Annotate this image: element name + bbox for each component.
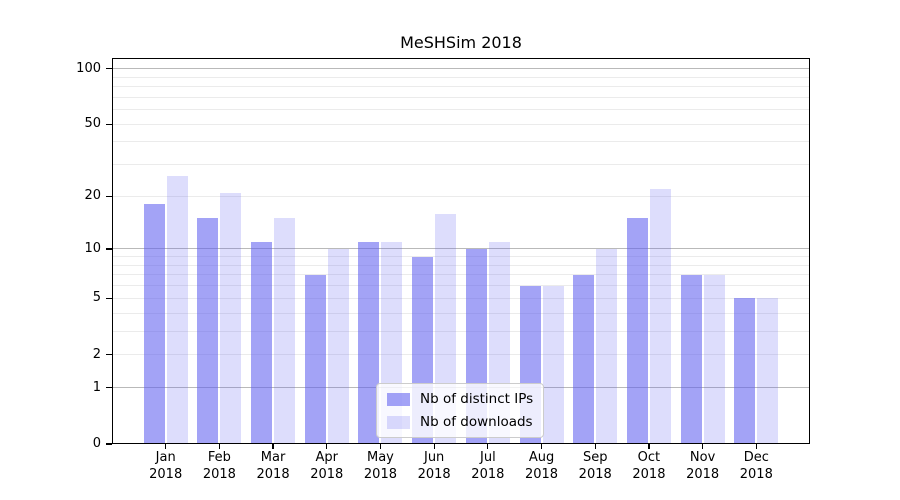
- x-tick-label: Oct 2018: [632, 450, 666, 482]
- x-tick: [487, 444, 489, 449]
- x-tick: [594, 444, 596, 449]
- x-tick-label: Aug 2018: [524, 450, 559, 482]
- gridline-minor: [112, 76, 810, 78]
- gridline-major: [112, 248, 810, 250]
- bar-distinct-ips-may: [358, 241, 380, 444]
- plot-area: Nb of distinct IPs Nb of downloads: [112, 58, 810, 444]
- chart-title: MeSHSim 2018: [400, 33, 522, 52]
- y-tick-label: 2: [92, 346, 101, 362]
- gridline-minor: [112, 109, 810, 111]
- bar-downloads-dec: [757, 298, 779, 444]
- x-tick: [218, 444, 220, 449]
- bar-downloads-jan: [166, 175, 188, 444]
- legend-item-distinct-ips: Nb of distinct IPs: [387, 391, 533, 407]
- bar-distinct-ips-mar: [251, 241, 273, 444]
- bar-distinct-ips-jan: [143, 204, 165, 444]
- bar-downloads-apr: [327, 248, 349, 444]
- x-tick-label: May 2018: [363, 450, 397, 482]
- y-tick-label: 5: [92, 290, 101, 306]
- bar-downloads-oct: [649, 188, 671, 444]
- y-tick: [106, 297, 112, 299]
- y-tick: [106, 443, 112, 445]
- bar-downloads-feb: [220, 192, 242, 444]
- x-tick: [379, 444, 382, 449]
- legend-label-downloads: Nb of downloads: [420, 414, 533, 430]
- gridline-minor: [112, 330, 810, 332]
- bar-downloads-nov: [703, 274, 725, 444]
- y-tick-label: 20: [84, 188, 101, 204]
- bar-downloads-mar: [274, 218, 296, 444]
- x-tick: [326, 444, 328, 449]
- y-tick-label: 50: [84, 116, 101, 132]
- x-tick-label: Jul 2018: [471, 450, 505, 482]
- x-tick: [702, 444, 704, 449]
- x-tick-label: Dec 2018: [739, 450, 773, 482]
- gridline-minor: [112, 141, 810, 143]
- gridline-minor: [112, 297, 810, 299]
- gridline-major: [112, 68, 810, 70]
- y-tick-label: 10: [84, 240, 101, 256]
- gridline-minor: [112, 195, 810, 197]
- x-tick-label: Feb 2018: [202, 450, 236, 482]
- bar-distinct-ips-oct: [626, 218, 648, 444]
- x-tick-label: Jun 2018: [417, 450, 451, 482]
- gridline-minor: [112, 274, 810, 276]
- x-tick-label: Apr 2018: [310, 450, 344, 482]
- bar-distinct-ips-dec: [734, 298, 756, 444]
- legend-swatch-distinct-ips-icon: [387, 392, 410, 406]
- bar-distinct-ips-apr: [304, 274, 326, 444]
- gridline-minor: [112, 164, 810, 166]
- x-tick: [540, 444, 543, 449]
- x-tick: [433, 444, 435, 449]
- y-tick: [106, 248, 112, 250]
- x-tick: [272, 444, 274, 449]
- gridline-minor: [112, 123, 810, 125]
- legend-item-downloads: Nb of downloads: [387, 414, 533, 430]
- y-tick-label: 0: [92, 436, 101, 451]
- gridline-minor: [112, 354, 810, 356]
- x-tick-label: Sep 2018: [578, 450, 612, 482]
- bar-downloads-sep: [596, 248, 618, 444]
- gridline-minor: [112, 256, 810, 258]
- y-tick: [106, 195, 112, 197]
- y-tick: [106, 67, 112, 70]
- y-tick: [106, 123, 112, 125]
- y-tick-label: 1: [92, 379, 101, 395]
- x-tick: [755, 444, 757, 449]
- x-tick-label: Jan 2018: [149, 450, 183, 482]
- x-tick: [165, 444, 167, 449]
- bar-distinct-ips-sep: [573, 274, 595, 444]
- y-tick-label: 100: [76, 60, 101, 76]
- gridline-minor: [112, 264, 810, 266]
- bar-distinct-ips-nov: [680, 274, 702, 444]
- legend-label-distinct-ips: Nb of distinct IPs: [420, 391, 534, 407]
- bar-downloads-aug: [542, 285, 564, 444]
- y-tick: [106, 354, 112, 356]
- x-tick-label: Mar 2018: [256, 450, 290, 482]
- bar-distinct-ips-feb: [197, 218, 219, 444]
- x-tick: [648, 444, 650, 449]
- gridline-minor: [112, 312, 810, 314]
- gridline-minor: [112, 86, 810, 87]
- y-tick: [106, 387, 112, 389]
- gridline-minor: [112, 96, 810, 98]
- x-tick-label: Nov 2018: [686, 450, 720, 482]
- legend: Nb of distinct IPs Nb of downloads: [376, 383, 545, 438]
- gridline-minor: [112, 285, 810, 287]
- legend-swatch-downloads-icon: [387, 415, 410, 429]
